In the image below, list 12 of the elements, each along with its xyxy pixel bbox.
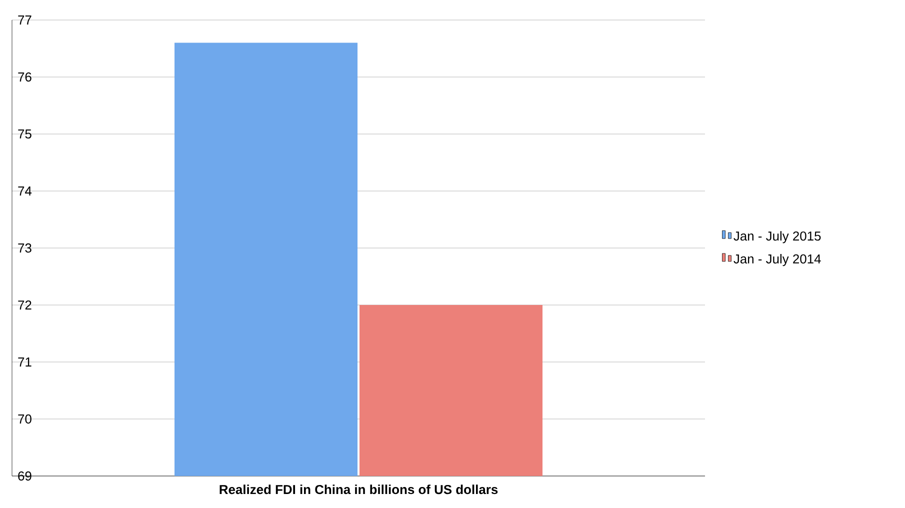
y-tick-label: 76 [18, 72, 32, 82]
y-tick-label: 69 [18, 471, 32, 481]
legend-label: Jan - July 2015 [734, 231, 821, 244]
y-tick-label: 71 [18, 358, 32, 366]
legend-label: Jan - July 2014 [734, 254, 821, 266]
y-tick-label: 74 [18, 186, 32, 196]
y-tick-label: 72 [18, 300, 32, 310]
y-tick-label: 75 [18, 129, 32, 139]
y-tick-label: 73 [18, 243, 32, 253]
y-tick-label: 70 [18, 414, 32, 424]
y-tick-label: 77 [18, 16, 32, 24]
x-axis-title: Realized FDI in China in billions of US dollars [220, 484, 498, 494]
